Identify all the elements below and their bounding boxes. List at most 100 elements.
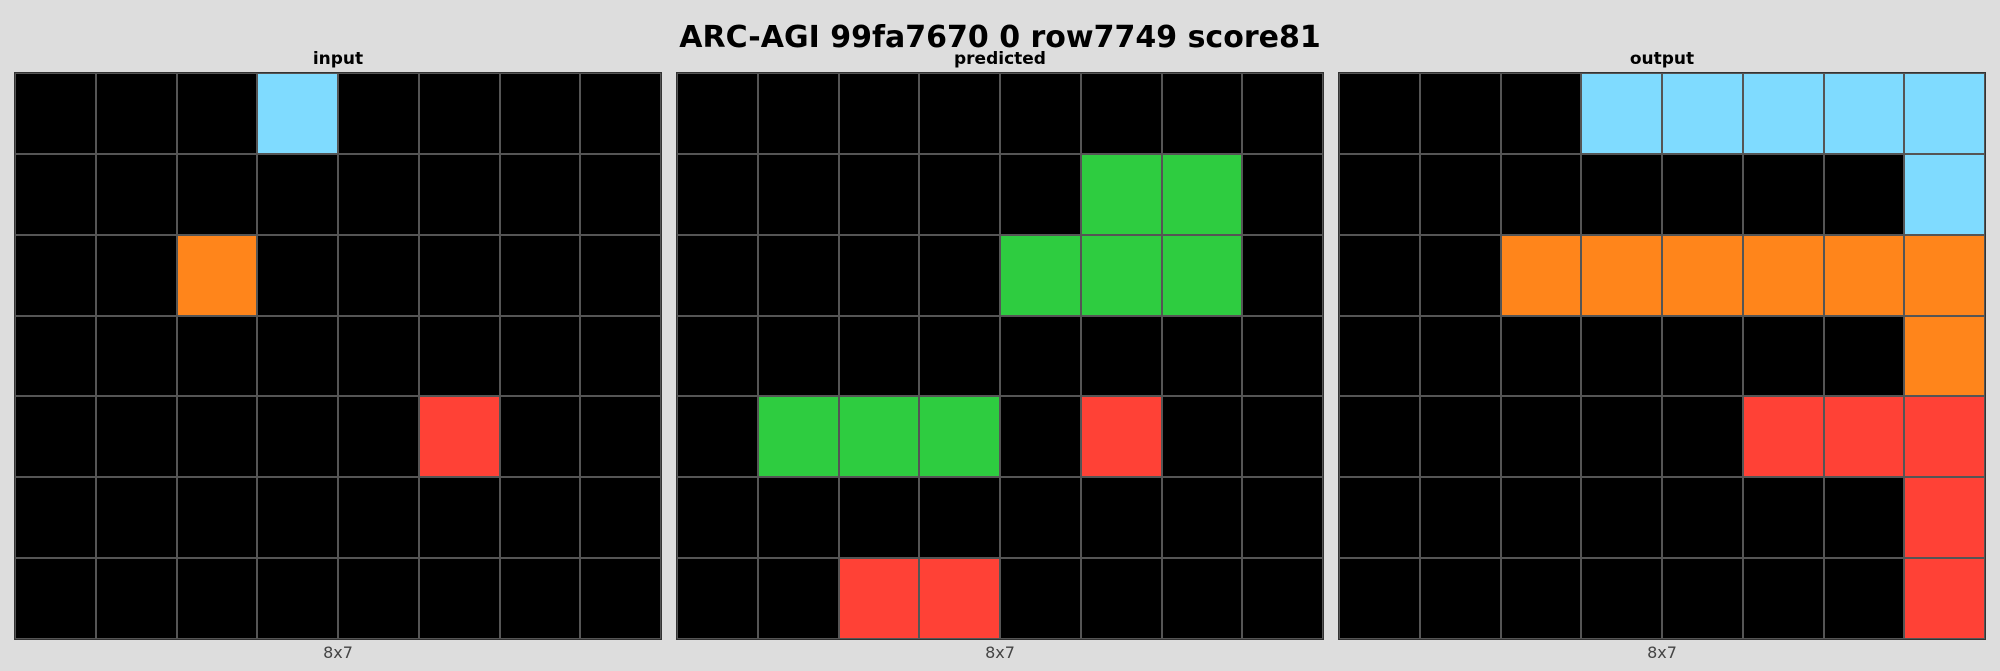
grid-cell [1742,477,1824,559]
grid-cell [1500,558,1582,639]
input-panel: input 8x7 [14,48,662,664]
grid-cell [1080,315,1162,397]
grid-cell [580,477,661,559]
grid-cell [1823,315,1905,397]
grid-dimensions-output: 8x7 [1647,643,1677,662]
grid-cell [15,153,96,235]
grid-cell [1581,153,1662,235]
grid-cell [418,73,500,154]
grid-cell [499,73,581,154]
grid-cell [677,558,758,639]
grid-cell [1161,315,1243,397]
grid-dimensions-predicted: 8x7 [985,643,1015,662]
grid-cell [838,558,920,639]
grid-cell [1581,315,1662,397]
grid-cell [580,234,661,316]
grid-cell [1161,477,1243,559]
grid-cell [1823,396,1905,478]
grid-cell [499,396,581,478]
grid-cell [1242,396,1323,478]
page-title: ARC-AGI 99fa7670 0 row7749 score81 [679,20,1321,55]
grid-cell [919,396,1000,478]
grid-cell [1823,234,1905,316]
grid-cell [1000,477,1081,559]
grid-cell [757,153,839,235]
grid-cell [919,153,1000,235]
grid-cell [1581,73,1662,154]
grid-cell [1823,558,1905,639]
grid-cell [1000,558,1081,639]
grid-cell [1339,558,1420,639]
grid-cell [1419,558,1501,639]
grid-cell [1500,234,1582,316]
grid-cell [1500,396,1582,478]
grid-cell [1662,477,1743,559]
grid-cell [1823,73,1905,154]
grid-cell [418,315,500,397]
grid-cell [1823,477,1905,559]
grid-cell [418,396,500,478]
grid-cell [919,234,1000,316]
grid-cell [176,315,258,397]
grid-cell [1581,558,1662,639]
grid-cell [838,315,920,397]
grid-cell [338,153,419,235]
grid-cell [257,234,338,316]
grid-cell [1080,477,1162,559]
grid-cell [1080,234,1162,316]
grid-cell [95,477,177,559]
grid-cell [257,396,338,478]
grid-cell [95,558,177,639]
grid-cell [95,396,177,478]
grid-cell [257,153,338,235]
grid-cell [338,73,419,154]
grid-cell [95,315,177,397]
grid-cell [15,558,96,639]
grid-cell [919,73,1000,154]
grid-cell [1904,477,1985,559]
grid-cell [499,234,581,316]
grid-cell [1581,477,1662,559]
grid-cell [1242,558,1323,639]
grid-cell [176,153,258,235]
grid-cell [499,153,581,235]
grid-cell [1161,234,1243,316]
grid-cell [838,153,920,235]
grid-cell [338,396,419,478]
grid-cell [1419,315,1501,397]
grid-cell [257,315,338,397]
grid-cell [757,558,839,639]
grid-cell [418,477,500,559]
grid-cell [1662,396,1743,478]
grid-cell [1904,558,1985,639]
grid-cell [838,234,920,316]
grid-cell [15,315,96,397]
grid-cell [499,558,581,639]
grid-cell [677,73,758,154]
grid-cell [418,234,500,316]
panel-label-input: input [312,49,364,69]
grid-cell [1823,153,1905,235]
grid-cell [1662,234,1743,316]
grid-cell [1662,558,1743,639]
grid-cell [95,153,177,235]
grid-cell [580,153,661,235]
grid-cell [1742,315,1824,397]
grid-cell [1500,315,1582,397]
grid-cell [1742,396,1824,478]
grid-cell [338,477,419,559]
grid-cell [919,477,1000,559]
grid-cell [418,153,500,235]
grid-cell [1242,477,1323,559]
grid-cell [1161,558,1243,639]
grid-cell [338,558,419,639]
grid-cell [1000,315,1081,397]
grid-cell [1500,477,1582,559]
grid-cell [919,558,1000,639]
panel-label-output: output [1629,49,1695,69]
grid-cell [338,315,419,397]
grid-cell [1339,477,1420,559]
grid-cell [838,73,920,154]
panel-label-predicted: predicted [954,49,1046,69]
grid-cell [580,73,661,154]
